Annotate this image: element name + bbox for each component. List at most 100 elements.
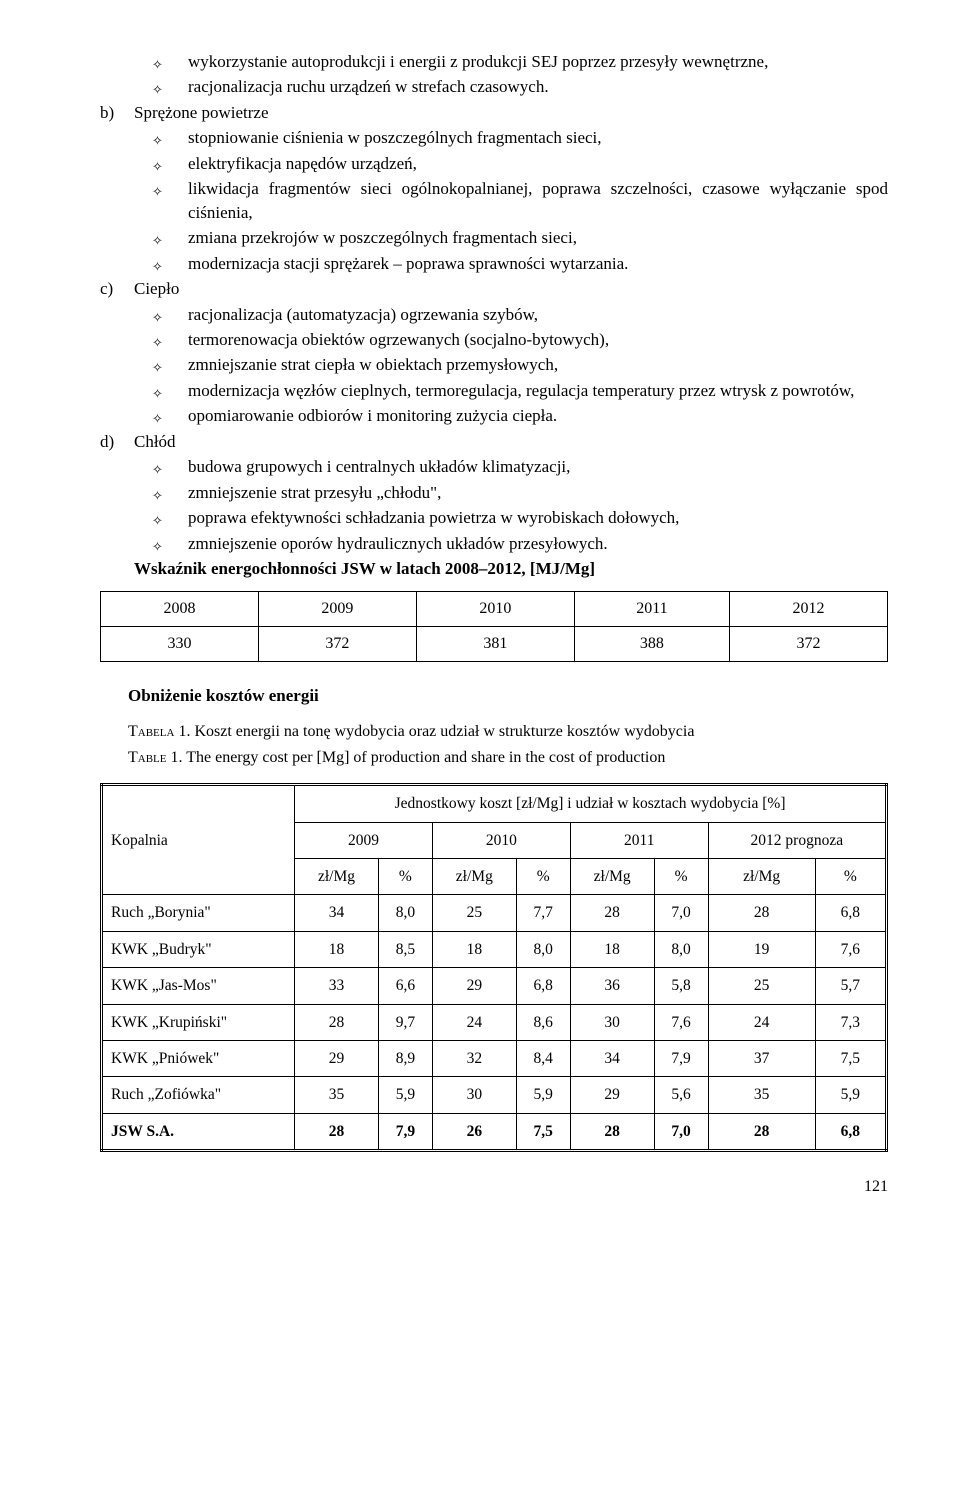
section-label: b) <box>100 101 134 124</box>
data-cell: 9,7 <box>378 1004 432 1040</box>
list-item: ✧poprawa efektywności schładzania powiet… <box>100 506 888 529</box>
list-item: ✧modernizacja węzłów cieplnych, termoreg… <box>100 379 888 402</box>
data-cell: 29 <box>570 1077 654 1113</box>
bullet-icon: ✧ <box>100 252 188 275</box>
data-cell: 6,6 <box>378 968 432 1004</box>
data-cell: 8,0 <box>516 931 570 967</box>
table-row: KWK „Krupiński"289,7248,6307,6247,3 <box>102 1004 887 1040</box>
list-item: ✧elektryfikacja napędów urządzeń, <box>100 152 888 175</box>
table-num: 1. <box>171 749 183 766</box>
bullet-icon: ✧ <box>100 75 188 98</box>
total-cell: 7,5 <box>516 1113 570 1150</box>
data-cell: 7,6 <box>654 1004 708 1040</box>
sub-header: % <box>654 859 708 895</box>
list-item: ✧stopniowanie ciśnienia w poszczególnych… <box>100 126 888 149</box>
data-cell: 18 <box>295 931 379 967</box>
bullet-icon: ✧ <box>100 226 188 249</box>
section-label: d) <box>100 430 134 453</box>
data-cell: 18 <box>432 931 516 967</box>
sub-header: zł/Mg <box>708 859 815 895</box>
data-cell: 6,8 <box>516 968 570 1004</box>
table-row: Ruch „Borynia"348,0257,7287,0286,8 <box>102 895 887 931</box>
bullet-icon: ✧ <box>100 481 188 504</box>
data-cell: 18 <box>570 931 654 967</box>
data-cell: 7,7 <box>516 895 570 931</box>
value-cell: 381 <box>416 626 574 661</box>
table-row: KWK „Pniówek"298,9328,4347,9377,5 <box>102 1040 887 1076</box>
list-text: likwidacja fragmentów sieci ogólnokopaln… <box>188 177 888 224</box>
data-cell: 28 <box>295 1004 379 1040</box>
bullet-icon: ✧ <box>100 455 188 478</box>
year-cell: 2011 <box>574 591 729 626</box>
table-label: Table <box>128 749 167 766</box>
list-text: racjonalizacja (automatyzacja) ogrzewani… <box>188 303 888 326</box>
list-text: stopniowanie ciśnienia w poszczególnych … <box>188 126 888 149</box>
list-item: ✧zmniejszanie strat ciepła w obiektach p… <box>100 353 888 376</box>
data-cell: 30 <box>432 1077 516 1113</box>
tabela-num: 1. <box>178 723 190 740</box>
section-title: Ciepło <box>134 277 179 300</box>
list-text: zmiana przekrojów w poszczególnych fragm… <box>188 226 888 249</box>
wskaznik-title: Wskaźnik energochłonności JSW w latach 2… <box>134 557 888 580</box>
year-header: 2012 prognoza <box>708 822 886 858</box>
cost-table: Kopalnia Jednostkowy koszt [zł/Mg] i udz… <box>100 783 888 1152</box>
year-header: 2009 <box>295 822 433 858</box>
section-d-header: d) Chłód <box>100 430 888 453</box>
wskaznik-table: 20082009201020112012 330372381388372 <box>100 591 888 662</box>
bullet-icon: ✧ <box>100 532 188 555</box>
total-label: JSW S.A. <box>102 1113 295 1150</box>
section-label: c) <box>100 277 134 300</box>
section-title: Sprężone powietrze <box>134 101 269 124</box>
tabela-label: Tabela <box>128 723 174 740</box>
data-cell: 29 <box>432 968 516 1004</box>
sub-header: % <box>516 859 570 895</box>
col-kopalnia: Kopalnia <box>102 785 295 895</box>
year-cell: 2009 <box>258 591 416 626</box>
section-title: Chłód <box>134 430 176 453</box>
super-header: Jednostkowy koszt [zł/Mg] i udział w kos… <box>295 785 887 822</box>
data-cell: 8,0 <box>378 895 432 931</box>
list-item: ✧zmiana przekrojów w poszczególnych frag… <box>100 226 888 249</box>
data-cell: 8,0 <box>654 931 708 967</box>
value-cell: 372 <box>258 626 416 661</box>
list-item: ✧racjonalizacja (automatyzacja) ogrzewan… <box>100 303 888 326</box>
total-cell: 28 <box>570 1113 654 1150</box>
table-row: Ruch „Zofiówka"355,9305,9295,6355,9 <box>102 1077 887 1113</box>
list-item: ✧likwidacja fragmentów sieci ogólnokopal… <box>100 177 888 224</box>
bullet-icon: ✧ <box>100 50 188 73</box>
bullet-icon: ✧ <box>100 379 188 402</box>
page-number: 121 <box>100 1176 888 1198</box>
data-cell: 30 <box>570 1004 654 1040</box>
data-cell: 8,5 <box>378 931 432 967</box>
bullet-icon: ✧ <box>100 126 188 149</box>
data-cell: 25 <box>708 968 815 1004</box>
total-cell: 26 <box>432 1113 516 1150</box>
data-cell: 33 <box>295 968 379 1004</box>
year-cell: 2008 <box>101 591 259 626</box>
data-cell: 28 <box>708 895 815 931</box>
list-item: ✧opomiarowanie odbiorów i monitoring zuż… <box>100 404 888 427</box>
total-cell: 28 <box>708 1113 815 1150</box>
data-cell: 6,8 <box>815 895 886 931</box>
data-cell: 8,4 <box>516 1040 570 1076</box>
list-text: racjonalizacja ruchu urządzeń w strefach… <box>188 75 888 98</box>
list-item: ✧ racjonalizacja ruchu urządzeń w strefa… <box>100 75 888 98</box>
list-item: ✧budowa grupowych i centralnych układów … <box>100 455 888 478</box>
data-cell: 28 <box>570 895 654 931</box>
data-cell: 24 <box>708 1004 815 1040</box>
mine-name: KWK „Krupiński" <box>102 1004 295 1040</box>
list-text: termorenowacja obiektów ogrzewanych (soc… <box>188 328 888 351</box>
list-text: elektryfikacja napędów urządzeń, <box>188 152 888 175</box>
data-cell: 5,7 <box>815 968 886 1004</box>
mine-name: Ruch „Borynia" <box>102 895 295 931</box>
data-cell: 7,5 <box>815 1040 886 1076</box>
data-cell: 36 <box>570 968 654 1004</box>
list-item: ✧zmniejszenie oporów hydraulicznych ukła… <box>100 532 888 555</box>
data-cell: 5,8 <box>654 968 708 1004</box>
section-b-header: b) Sprężone powietrze <box>100 101 888 124</box>
sub-header: % <box>378 859 432 895</box>
year-header: 2010 <box>432 822 570 858</box>
data-cell: 5,9 <box>378 1077 432 1113</box>
bullet-icon: ✧ <box>100 353 188 376</box>
cost-heading: Obniżenie kosztów energii <box>128 684 888 707</box>
